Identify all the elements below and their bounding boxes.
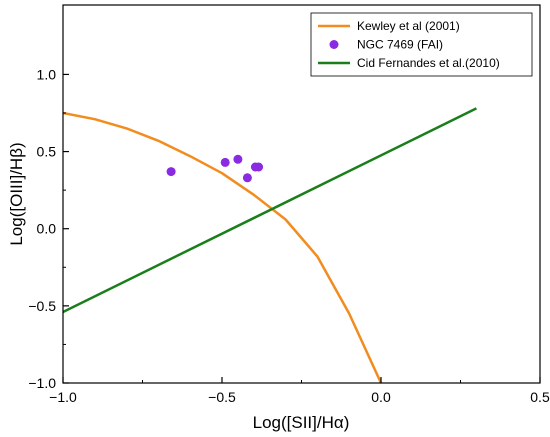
data-point-ngc-7469-fai-0: [166, 167, 176, 177]
y-tick-label: 0.5: [37, 144, 57, 160]
legend-label-kewley-et-al-2001: Kewley et al (2001): [357, 19, 460, 33]
y-tick-label: 0.0: [37, 221, 57, 237]
x-tick-label: −0.5: [208, 389, 236, 405]
legend-box: [310, 12, 533, 77]
x-tick-label: −1.0: [49, 389, 77, 405]
y-tick-label: 1.0: [37, 66, 57, 82]
x-tick-label: 0.5: [530, 389, 550, 405]
legend-label-cid-fernandes-et-al-2010: Cid Fernandes et al.(2010): [357, 56, 500, 70]
data-point-ngc-7469-fai-5: [254, 162, 264, 172]
data-point-ngc-7469-fai-3: [242, 173, 252, 183]
data-point-ngc-7469-fai-1: [220, 157, 230, 167]
x-axis-label: Log([SII]/Hα): [253, 413, 350, 432]
y-axis: −1.0 −0.5 0.0 0.5 1.0: [28, 66, 69, 391]
y-axis-label: Log([OIII]/Hβ): [7, 142, 26, 245]
x-tick-label: 0.0: [371, 389, 391, 405]
y-tick-label: −0.5: [28, 298, 56, 314]
data-point-ngc-7469-fai-2: [233, 154, 243, 164]
series-line-cid-fernandes-et-al-2010: [63, 107, 477, 314]
legend-swatch-ngc-7469-fai: [329, 40, 339, 49]
series-layer: [63, 107, 477, 383]
legend-label-ngc-7469-fai: NGC 7469 (FAI): [357, 38, 443, 52]
legend: Kewley et al (2001) NGC 7469 (FAI) Cid Fer…: [310, 12, 533, 77]
series-line-kewley-et-al-2001: [63, 111, 383, 383]
y-tick-label: −1.0: [28, 375, 56, 391]
x-axis: −1.0 −0.5 0.0 0.5: [49, 377, 550, 405]
